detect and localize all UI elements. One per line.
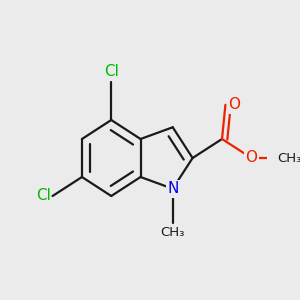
Text: Cl: Cl — [36, 188, 51, 203]
Text: Cl: Cl — [104, 64, 119, 79]
Text: CH₃: CH₃ — [160, 226, 185, 239]
Text: CH₃: CH₃ — [277, 152, 300, 164]
Text: O: O — [228, 97, 240, 112]
Text: N: N — [167, 181, 178, 196]
Text: O: O — [245, 151, 257, 166]
